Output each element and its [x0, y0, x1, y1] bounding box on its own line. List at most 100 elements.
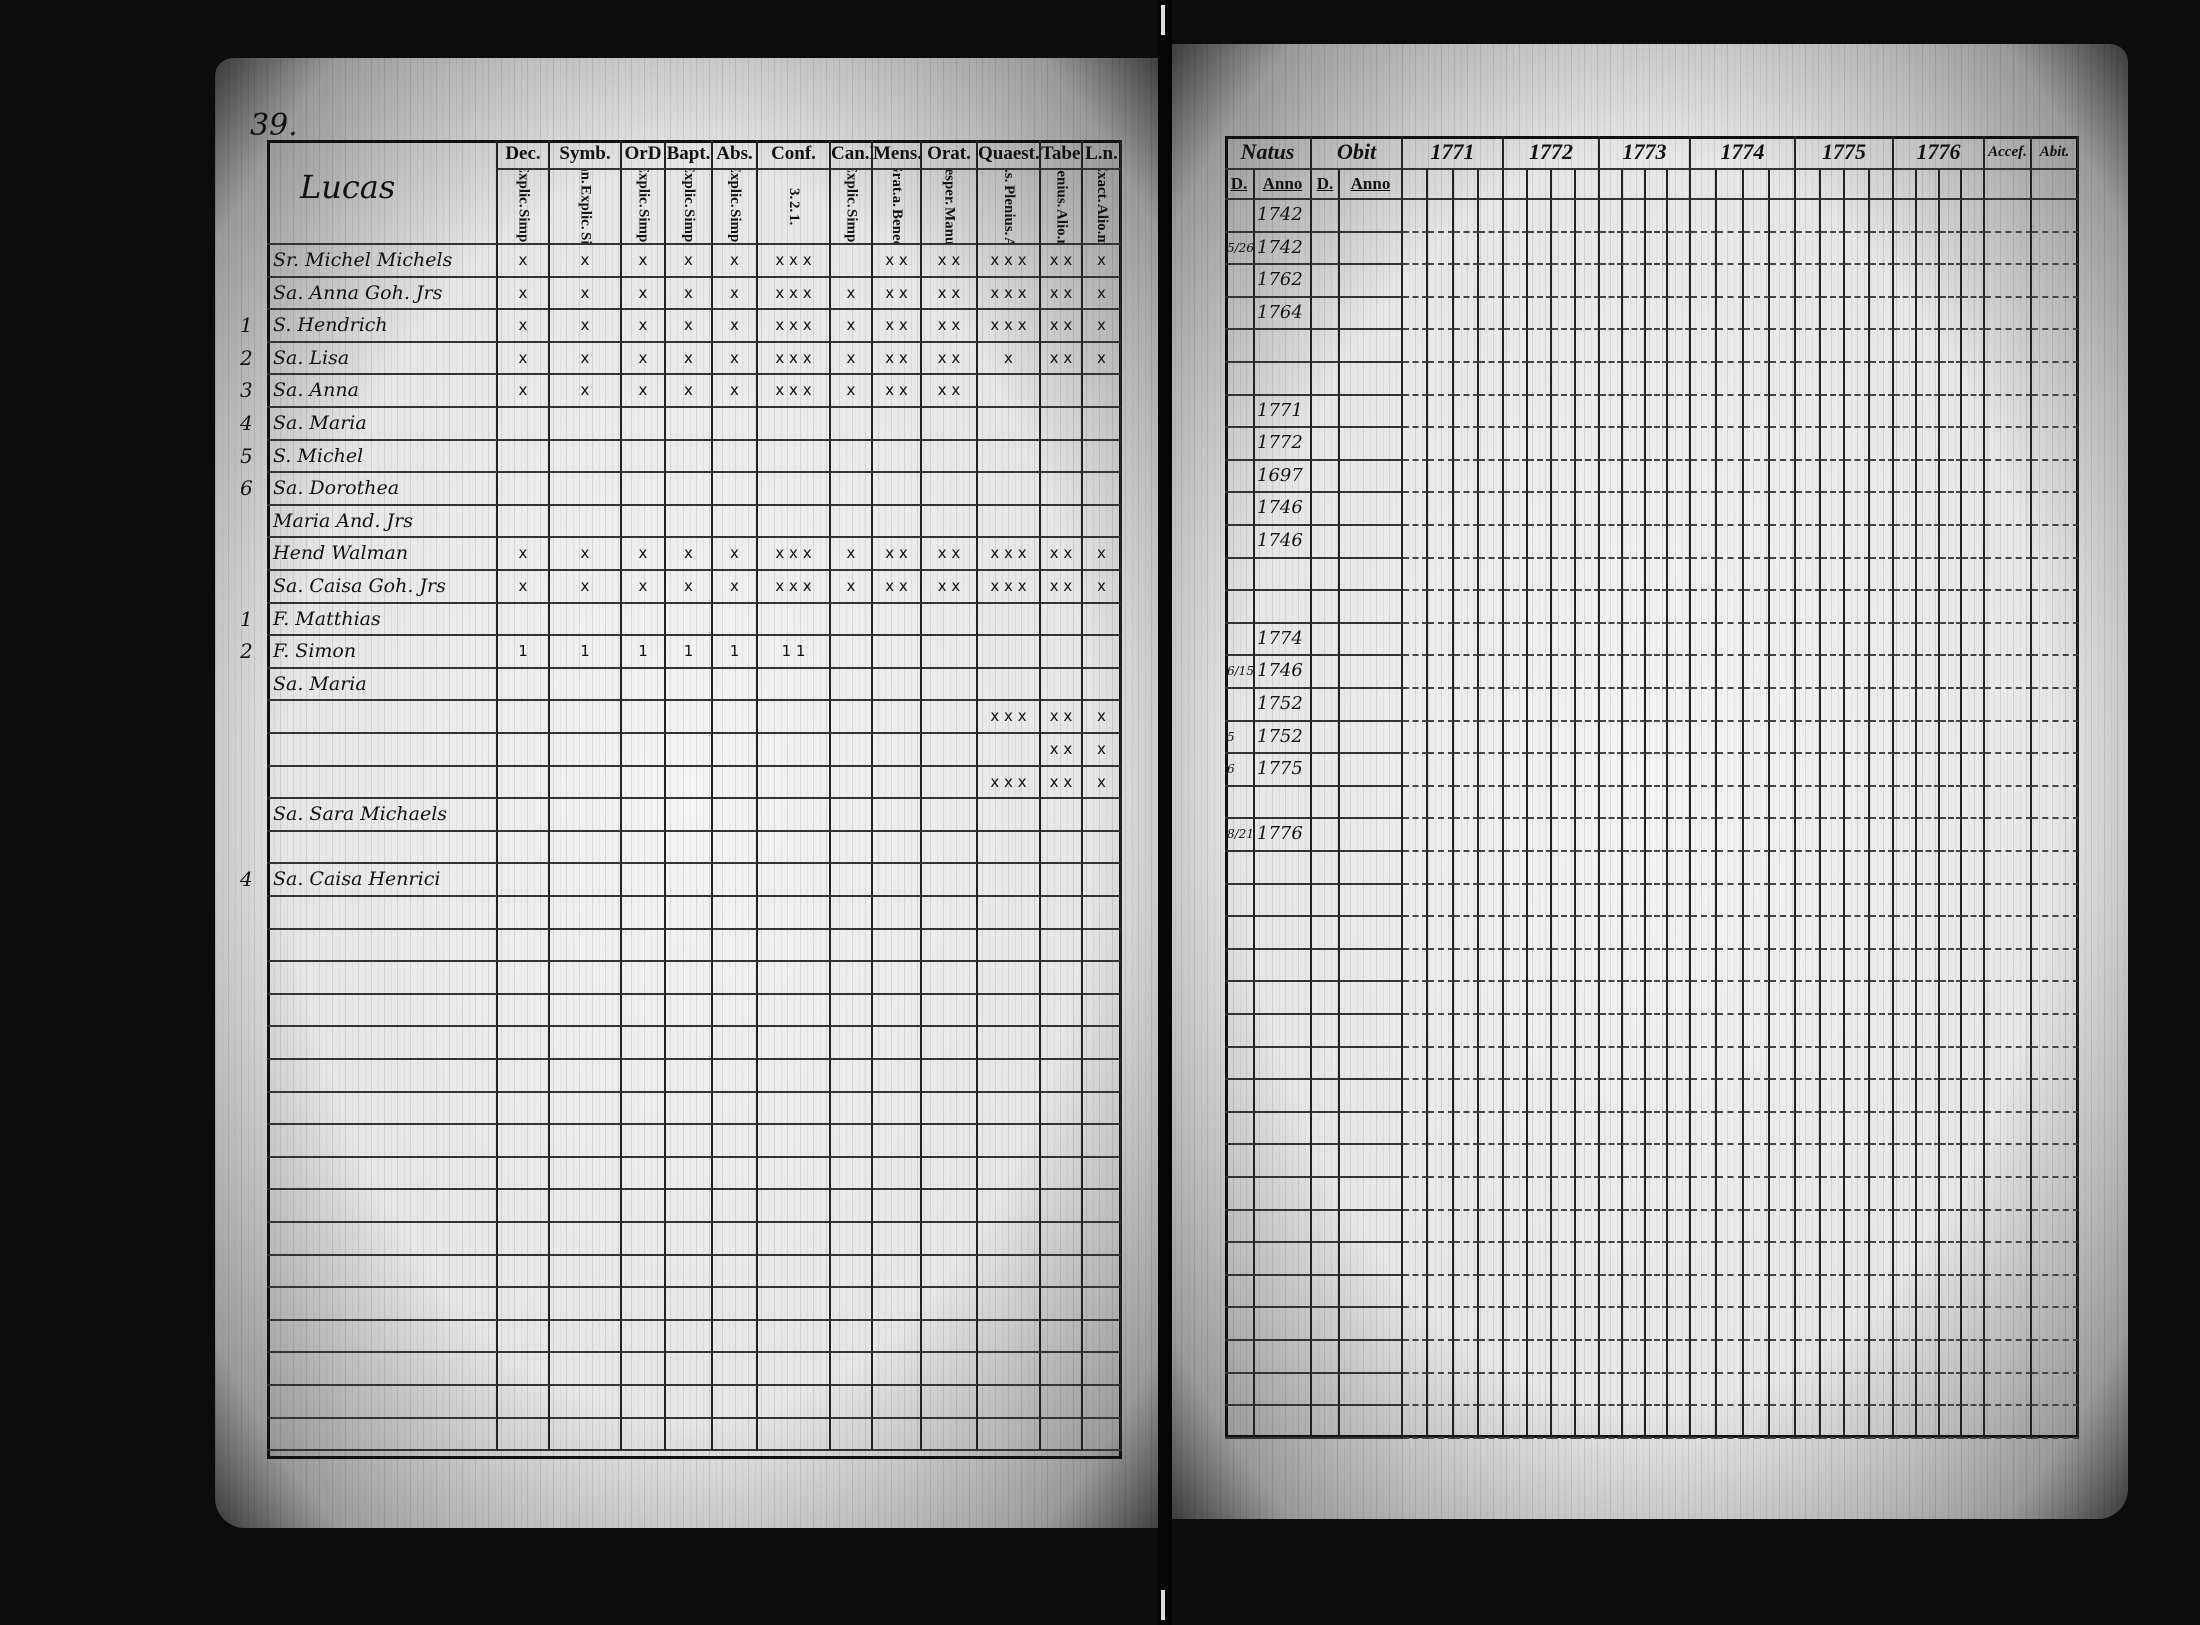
grid-cell [1717, 297, 1744, 331]
grid-cell [1478, 982, 1504, 1015]
grid-cell [2032, 1047, 2079, 1081]
column-subheader: Plenius. Alio.m. [1041, 170, 1083, 245]
grid-cell [1622, 1145, 1646, 1178]
grid-cell [2032, 1015, 2079, 1048]
mark-cell [622, 1320, 666, 1354]
grid-cell [1869, 982, 1894, 1015]
mark-cell: x [1083, 245, 1122, 278]
grid-cell [1743, 395, 1770, 429]
grid-cell [1600, 1210, 1623, 1244]
grid-cell [1504, 1178, 1528, 1211]
grid-cell [1820, 1373, 1845, 1407]
subheader-label: Plenius. [1053, 170, 1070, 208]
sub-header [1576, 170, 1600, 200]
grid-cell [1743, 200, 1770, 233]
grid-cell [1962, 721, 1985, 755]
grid-cell [1691, 526, 1718, 559]
mark-cell: x x x [978, 310, 1041, 343]
sub-header [1869, 170, 1894, 200]
mark-cell [831, 1353, 873, 1386]
grid-cell [1312, 721, 1340, 755]
grid-cell [1478, 558, 1504, 592]
grid-cell [1528, 1178, 1552, 1211]
mark-cell [550, 1157, 622, 1191]
grid-cell [1985, 1308, 2032, 1341]
birth-day-cell: 8/21 [1225, 819, 1255, 852]
sub-header [1622, 170, 1646, 200]
grid-cell [1717, 460, 1744, 494]
mark-cell [498, 734, 550, 767]
row-number: 2 [240, 345, 253, 370]
mark-cell: x [1083, 571, 1122, 604]
grid-cell [1691, 1112, 1718, 1146]
grid-cell [1894, 689, 1917, 722]
birth-day-cell [1225, 558, 1255, 592]
grid-cell [1645, 1406, 1669, 1439]
grid-cell [1939, 1145, 1963, 1178]
grid-cell [1717, 754, 1744, 787]
mark-cell [550, 668, 622, 702]
mark-cell: x [831, 571, 873, 604]
grid-cell [1717, 1145, 1744, 1178]
grid-cell [1552, 1112, 1576, 1146]
grid-cell [1869, 493, 1894, 526]
mark-cell [922, 1320, 978, 1354]
grid-cell [1962, 297, 1985, 331]
grid-cell [1428, 689, 1454, 722]
mark-cell [758, 408, 831, 441]
mark-cell [1083, 473, 1122, 506]
mark-cell [550, 1027, 622, 1060]
mark-cell [1041, 1288, 1083, 1321]
grid-cell [1668, 1373, 1691, 1407]
mark-cell [831, 1386, 873, 1419]
grid-cell [1916, 852, 1940, 885]
grid-cell [1820, 265, 1845, 298]
mark-cell [713, 473, 758, 506]
grid-cell [1478, 786, 1504, 820]
grid-cell [1939, 819, 1963, 852]
grid-cell [1528, 982, 1552, 1015]
name-cell [267, 962, 498, 995]
grid-cell [1916, 1341, 1940, 1374]
grid-cell [2032, 232, 2079, 266]
mark-cell [1041, 603, 1083, 637]
mark-cell [758, 1386, 831, 1419]
mark-cell: x x [1041, 571, 1083, 604]
name-cell: Sa. Maria [267, 408, 498, 441]
mark-cell: x [498, 538, 550, 571]
subheader-label: Simpl. [727, 209, 743, 245]
grid-cell [1985, 1210, 2032, 1244]
grid-cell [1796, 1373, 1821, 1407]
mark-cell: x x [922, 342, 978, 376]
grid-cell [1504, 623, 1528, 657]
grid-cell [1312, 1112, 1340, 1146]
mark-cell [498, 799, 550, 832]
grid-cell [1962, 526, 1985, 559]
mark-cell [758, 1125, 831, 1158]
mark-cell [978, 929, 1041, 963]
name-cell: Sa. Anna Goh. Jrs [267, 277, 498, 311]
mark-cell [550, 1255, 622, 1289]
grid-cell [1668, 526, 1691, 559]
sub-header [1528, 170, 1552, 200]
grid-cell [1894, 721, 1917, 755]
grid-cell [1428, 265, 1454, 298]
grid-cell [2032, 819, 2079, 852]
grid-cell [1600, 1373, 1623, 1407]
mark-cell [666, 473, 713, 506]
mark-cell [550, 831, 622, 865]
grid-cell [1820, 1308, 1845, 1341]
grid-cell [1869, 1047, 1894, 1081]
grid-cell [1403, 1341, 1429, 1374]
grid-cell [1691, 493, 1718, 526]
birth-day-cell: 5 [1225, 721, 1255, 755]
mark-cell [831, 1288, 873, 1321]
grid-cell [1668, 949, 1691, 983]
grid-cell [1796, 786, 1821, 820]
mark-cell [713, 962, 758, 995]
grid-cell [1769, 330, 1796, 363]
grid-cell [1894, 656, 1917, 689]
birth-day-cell [1225, 265, 1255, 298]
mark-cell [550, 1125, 622, 1158]
grid-cell [1403, 395, 1429, 429]
